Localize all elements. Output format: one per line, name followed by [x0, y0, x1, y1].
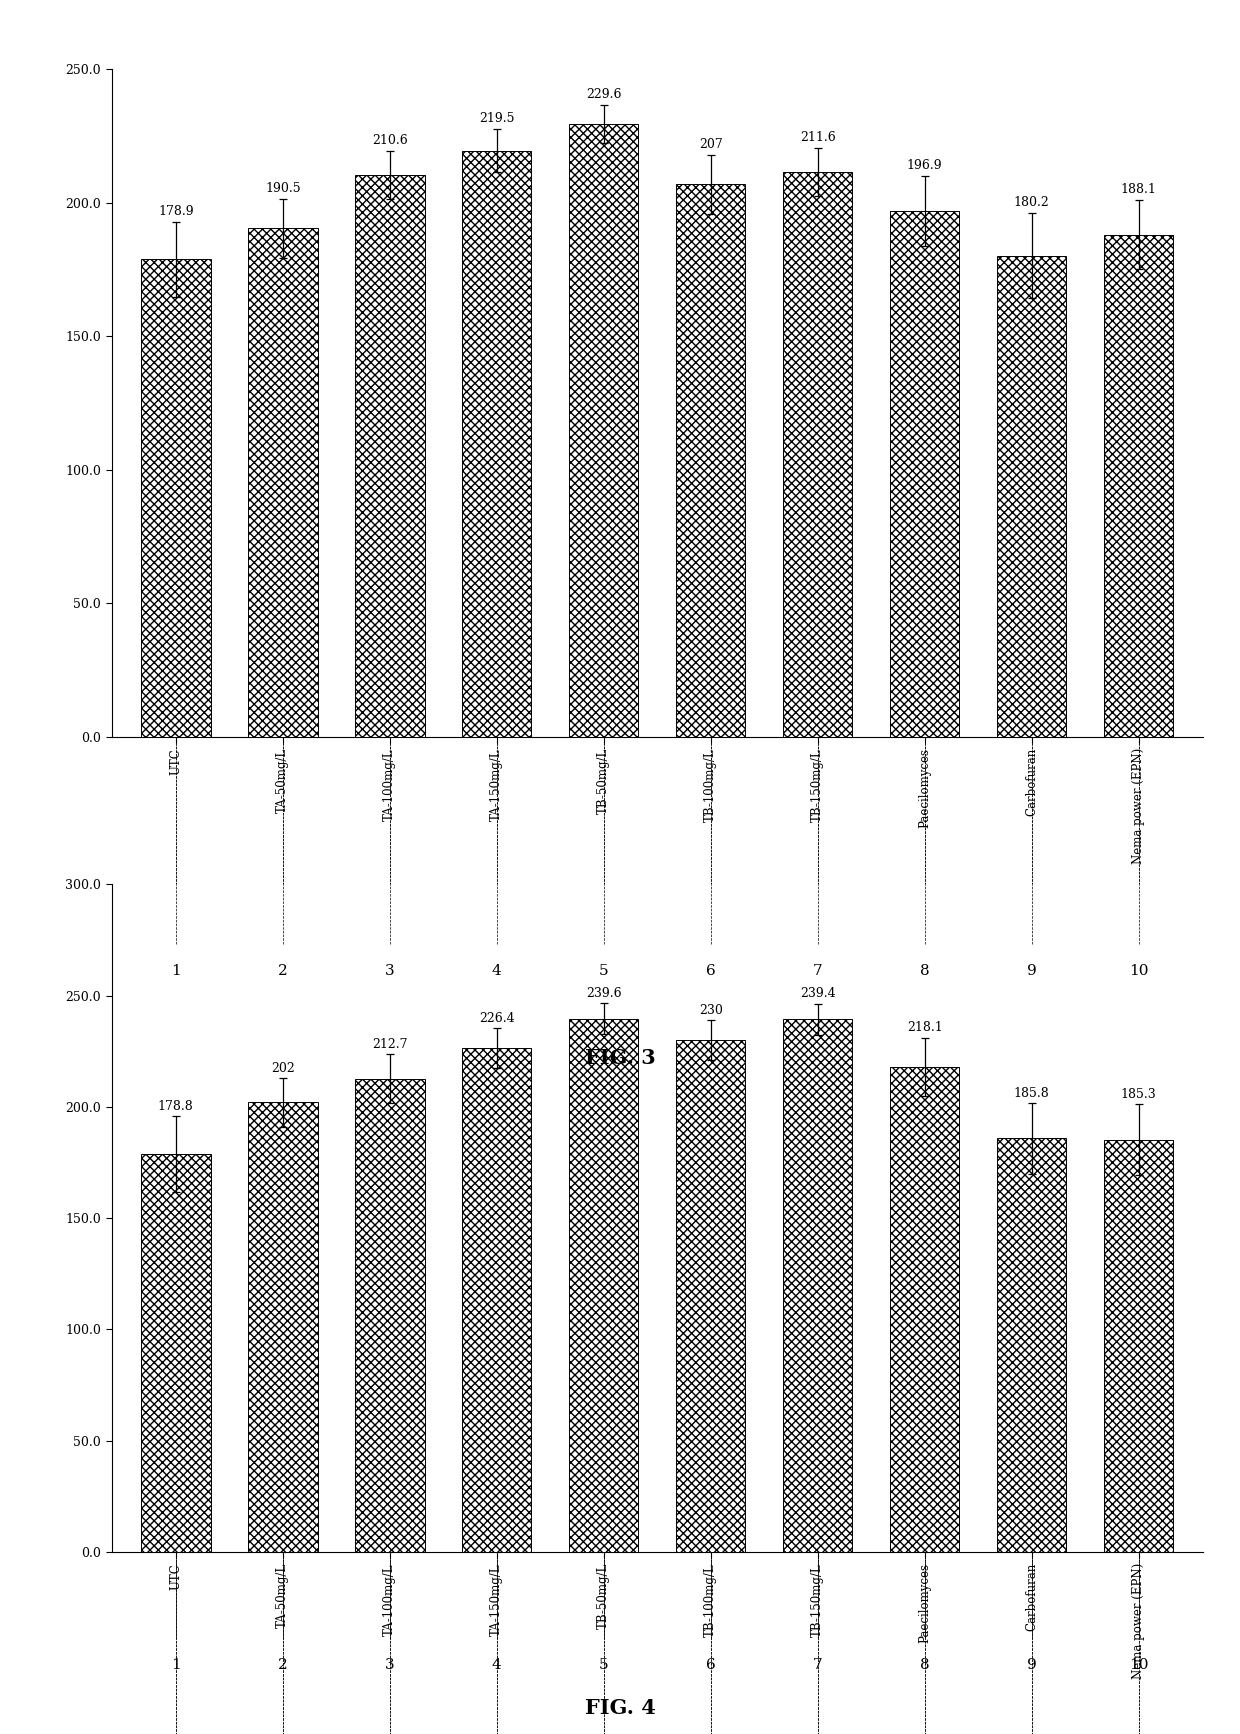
Text: 6: 6	[706, 964, 715, 978]
Text: 202: 202	[270, 1061, 295, 1075]
Text: 178.9: 178.9	[157, 205, 193, 218]
Bar	[141, 258, 211, 737]
Text: 211.6: 211.6	[800, 130, 836, 144]
Text: FIG. 3: FIG. 3	[584, 1047, 656, 1068]
Bar	[997, 1139, 1066, 1552]
Text: 10: 10	[1128, 1658, 1148, 1672]
Bar	[782, 172, 852, 737]
Text: 1: 1	[171, 1658, 181, 1672]
Text: 5: 5	[599, 1658, 609, 1672]
Text: 4: 4	[492, 1658, 502, 1672]
Text: 229.6: 229.6	[587, 88, 621, 101]
Bar	[355, 1079, 424, 1552]
Bar	[569, 1020, 639, 1552]
Text: 180.2: 180.2	[1014, 196, 1049, 210]
Text: 10: 10	[1128, 964, 1148, 978]
Text: 7: 7	[813, 964, 822, 978]
Bar	[1104, 234, 1173, 737]
Bar	[676, 1040, 745, 1552]
Text: 239.4: 239.4	[800, 987, 836, 1001]
Bar	[248, 1103, 317, 1552]
Bar	[569, 123, 639, 737]
Bar	[463, 1047, 532, 1552]
Text: 5: 5	[599, 964, 609, 978]
Text: 210.6: 210.6	[372, 134, 408, 147]
Text: 230: 230	[699, 1004, 723, 1016]
Text: 207: 207	[699, 137, 723, 151]
Text: 239.6: 239.6	[585, 987, 621, 1001]
Text: 9: 9	[1027, 1658, 1037, 1672]
Text: 6: 6	[706, 1658, 715, 1672]
Text: 196.9: 196.9	[906, 160, 942, 172]
Text: 188.1: 188.1	[1121, 182, 1157, 196]
Text: 4: 4	[492, 964, 502, 978]
Bar	[676, 184, 745, 737]
Text: 226.4: 226.4	[479, 1011, 515, 1025]
Bar	[355, 175, 424, 737]
Text: 3: 3	[384, 964, 394, 978]
Bar	[890, 1066, 960, 1552]
Text: 1: 1	[171, 964, 181, 978]
Bar	[782, 1020, 852, 1552]
Text: 9: 9	[1027, 964, 1037, 978]
Text: FIG. 4: FIG. 4	[584, 1698, 656, 1718]
Bar	[141, 1155, 211, 1552]
Text: 212.7: 212.7	[372, 1037, 408, 1051]
Bar	[1104, 1139, 1173, 1552]
Text: 178.8: 178.8	[157, 1099, 193, 1113]
Text: 8: 8	[920, 964, 930, 978]
Text: 2: 2	[278, 1658, 288, 1672]
Bar	[890, 212, 960, 737]
Text: 219.5: 219.5	[479, 113, 515, 125]
Text: 8: 8	[920, 1658, 930, 1672]
Bar	[463, 151, 532, 737]
Text: 218.1: 218.1	[906, 1021, 942, 1033]
Text: 185.8: 185.8	[1014, 1087, 1049, 1099]
Bar	[997, 255, 1066, 737]
Bar	[248, 229, 317, 737]
Text: 7: 7	[813, 1658, 822, 1672]
Text: 3: 3	[384, 1658, 394, 1672]
Text: 190.5: 190.5	[265, 182, 300, 194]
Text: 2: 2	[278, 964, 288, 978]
Text: 185.3: 185.3	[1121, 1087, 1157, 1101]
